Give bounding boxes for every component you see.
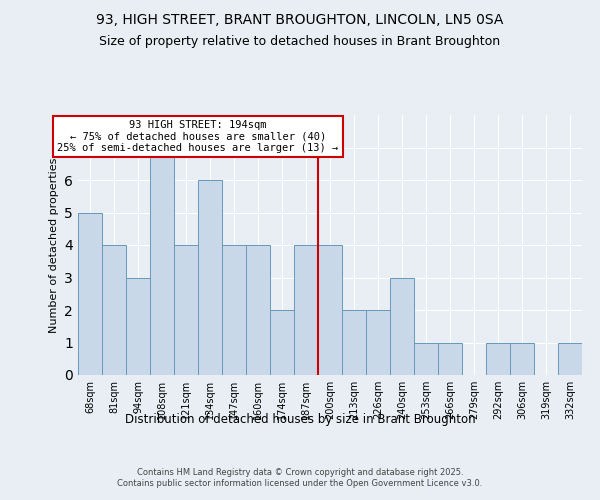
Bar [366,310,390,375]
Bar [150,148,174,375]
Bar [486,342,510,375]
Bar [390,278,414,375]
Bar [342,310,366,375]
Bar [78,212,102,375]
Bar [414,342,438,375]
Text: 93, HIGH STREET, BRANT BROUGHTON, LINCOLN, LN5 0SA: 93, HIGH STREET, BRANT BROUGHTON, LINCOL… [97,12,503,26]
Bar [438,342,462,375]
Bar [270,310,294,375]
Bar [294,245,318,375]
Bar [558,342,582,375]
Bar [126,278,150,375]
Text: Contains HM Land Registry data © Crown copyright and database right 2025.
Contai: Contains HM Land Registry data © Crown c… [118,468,482,487]
Text: Distribution of detached houses by size in Brant Broughton: Distribution of detached houses by size … [125,412,475,426]
Text: Size of property relative to detached houses in Brant Broughton: Size of property relative to detached ho… [100,35,500,48]
Bar [318,245,342,375]
Text: 93 HIGH STREET: 194sqm
← 75% of detached houses are smaller (40)
25% of semi-det: 93 HIGH STREET: 194sqm ← 75% of detached… [58,120,338,153]
Bar [222,245,246,375]
Bar [510,342,534,375]
Bar [174,245,198,375]
Y-axis label: Number of detached properties: Number of detached properties [49,158,59,332]
Bar [246,245,270,375]
Bar [102,245,126,375]
Bar [198,180,222,375]
